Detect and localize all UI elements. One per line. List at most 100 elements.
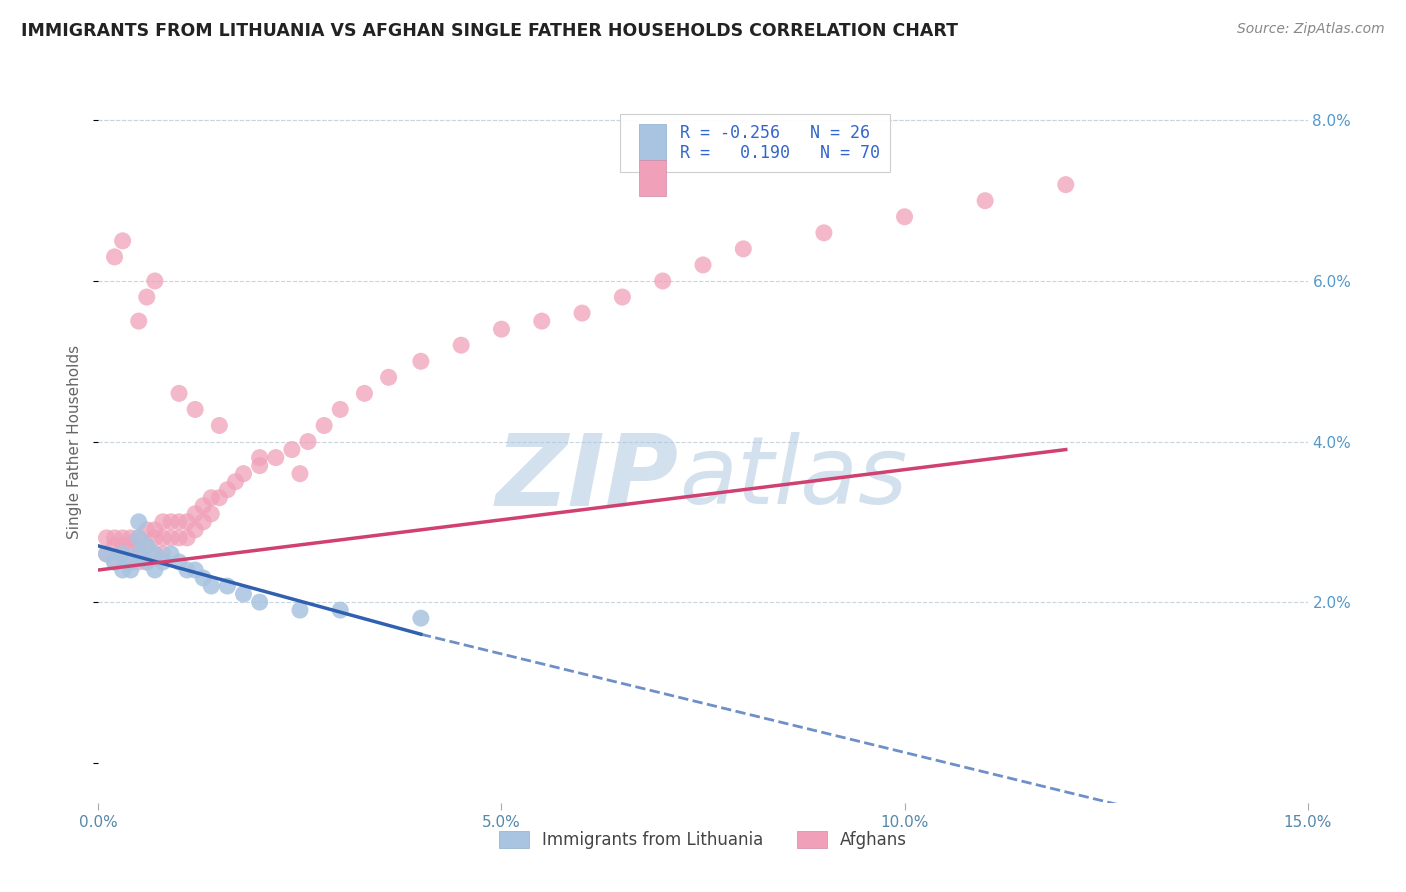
Point bbox=[297, 434, 319, 449]
Point bbox=[612, 290, 634, 304]
Point bbox=[184, 507, 207, 521]
Point bbox=[329, 402, 352, 417]
Point bbox=[353, 386, 375, 401]
Point bbox=[103, 555, 125, 569]
Point bbox=[974, 194, 997, 208]
Point bbox=[1054, 178, 1077, 192]
Point bbox=[651, 274, 673, 288]
Point bbox=[143, 563, 166, 577]
Point bbox=[111, 547, 134, 561]
Point bbox=[135, 539, 157, 553]
Point bbox=[491, 322, 513, 336]
Point bbox=[733, 242, 755, 256]
Point bbox=[111, 547, 134, 561]
Y-axis label: Single Father Households: Single Father Households bbox=[67, 344, 83, 539]
Point bbox=[184, 523, 207, 537]
Point bbox=[249, 595, 271, 609]
Point bbox=[143, 547, 166, 561]
Point bbox=[232, 587, 254, 601]
Point bbox=[120, 531, 142, 545]
Point bbox=[103, 531, 125, 545]
Point bbox=[103, 555, 125, 569]
Point bbox=[314, 418, 336, 433]
Point bbox=[135, 555, 157, 569]
Point bbox=[120, 555, 142, 569]
Point bbox=[96, 547, 118, 561]
Point bbox=[184, 563, 207, 577]
Point bbox=[135, 290, 157, 304]
Point bbox=[893, 210, 915, 224]
Point bbox=[217, 483, 239, 497]
Point bbox=[167, 515, 190, 529]
Bar bbox=[638, 124, 665, 160]
Point bbox=[193, 515, 215, 529]
Point bbox=[152, 515, 174, 529]
Point bbox=[208, 491, 231, 505]
Point bbox=[249, 458, 271, 473]
Bar bbox=[638, 160, 665, 196]
Point bbox=[813, 226, 835, 240]
Point bbox=[329, 603, 352, 617]
Point bbox=[143, 274, 166, 288]
Point bbox=[103, 250, 125, 264]
Point bbox=[128, 555, 150, 569]
Point bbox=[409, 354, 432, 368]
Point bbox=[264, 450, 287, 465]
Point bbox=[128, 515, 150, 529]
Point bbox=[128, 547, 150, 561]
Point bbox=[176, 515, 198, 529]
Point bbox=[120, 563, 142, 577]
Point bbox=[193, 499, 215, 513]
Point bbox=[193, 571, 215, 585]
Text: Source: ZipAtlas.com: Source: ZipAtlas.com bbox=[1237, 22, 1385, 37]
Point bbox=[200, 579, 222, 593]
Point bbox=[152, 555, 174, 569]
Point bbox=[111, 234, 134, 248]
Legend: Immigrants from Lithuania, Afghans: Immigrants from Lithuania, Afghans bbox=[492, 824, 914, 856]
Point bbox=[120, 555, 142, 569]
Point bbox=[96, 547, 118, 561]
Point bbox=[450, 338, 472, 352]
Point bbox=[111, 531, 134, 545]
Point bbox=[96, 531, 118, 545]
Point bbox=[128, 314, 150, 328]
Point bbox=[571, 306, 593, 320]
Text: atlas: atlas bbox=[679, 432, 907, 524]
Point bbox=[143, 531, 166, 545]
Point bbox=[281, 442, 304, 457]
Point bbox=[167, 531, 190, 545]
Point bbox=[288, 603, 311, 617]
Point bbox=[135, 555, 157, 569]
Point bbox=[288, 467, 311, 481]
Point bbox=[103, 539, 125, 553]
Point bbox=[135, 523, 157, 537]
Point bbox=[530, 314, 553, 328]
Point bbox=[200, 507, 222, 521]
Point bbox=[143, 523, 166, 537]
Point bbox=[176, 563, 198, 577]
Point bbox=[135, 539, 157, 553]
Text: R = -0.256   N = 26
     R =   0.190   N = 70: R = -0.256 N = 26 R = 0.190 N = 70 bbox=[630, 124, 880, 162]
Point bbox=[143, 547, 166, 561]
Point bbox=[120, 539, 142, 553]
Point bbox=[160, 515, 183, 529]
Point bbox=[217, 579, 239, 593]
Point bbox=[409, 611, 432, 625]
Point bbox=[160, 547, 183, 561]
Point bbox=[111, 563, 134, 577]
Point bbox=[249, 450, 271, 465]
Text: IMMIGRANTS FROM LITHUANIA VS AFGHAN SINGLE FATHER HOUSEHOLDS CORRELATION CHART: IMMIGRANTS FROM LITHUANIA VS AFGHAN SING… bbox=[21, 22, 957, 40]
Point bbox=[128, 531, 150, 545]
Point bbox=[208, 418, 231, 433]
Point bbox=[167, 386, 190, 401]
Point bbox=[224, 475, 246, 489]
Point bbox=[152, 531, 174, 545]
Point bbox=[128, 531, 150, 545]
Point bbox=[167, 555, 190, 569]
Point bbox=[377, 370, 399, 384]
Point bbox=[692, 258, 714, 272]
Point bbox=[184, 402, 207, 417]
Point bbox=[232, 467, 254, 481]
Point bbox=[200, 491, 222, 505]
Point bbox=[128, 539, 150, 553]
